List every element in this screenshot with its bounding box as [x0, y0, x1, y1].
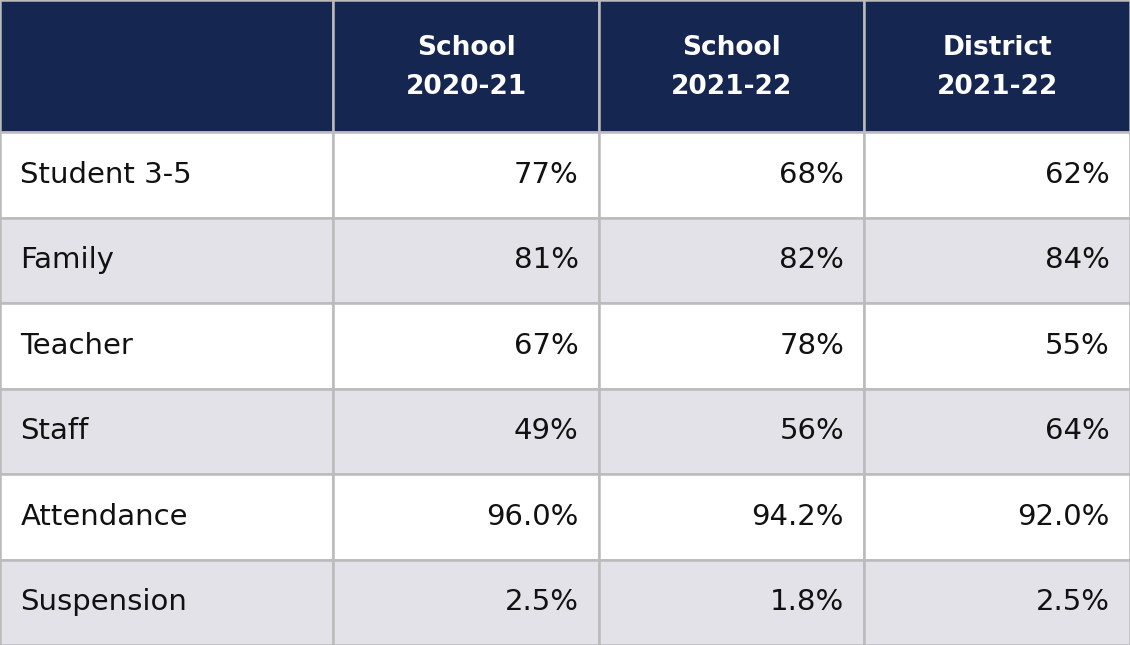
- Text: Suspension: Suspension: [20, 588, 188, 616]
- Bar: [599, 132, 864, 217]
- Bar: [333, 474, 599, 559]
- Text: 78%: 78%: [780, 332, 844, 360]
- Bar: [864, 132, 1130, 217]
- Text: School: School: [683, 35, 781, 61]
- Text: 64%: 64%: [1045, 417, 1110, 445]
- Text: Teacher: Teacher: [20, 332, 133, 360]
- Bar: [0, 388, 333, 474]
- Bar: [333, 388, 599, 474]
- Bar: [0, 132, 333, 217]
- Bar: [599, 388, 864, 474]
- Bar: [864, 303, 1130, 388]
- Bar: [333, 560, 599, 645]
- Text: 62%: 62%: [1045, 161, 1110, 189]
- Text: 2.5%: 2.5%: [1036, 588, 1110, 616]
- Bar: [0, 0, 333, 132]
- Text: 81%: 81%: [513, 246, 579, 274]
- Text: School: School: [417, 35, 515, 61]
- Text: 55%: 55%: [1045, 332, 1110, 360]
- Text: 49%: 49%: [514, 417, 579, 445]
- Bar: [0, 560, 333, 645]
- Bar: [599, 217, 864, 303]
- Text: Attendance: Attendance: [20, 503, 188, 531]
- Bar: [0, 474, 333, 559]
- Bar: [599, 0, 864, 132]
- Text: 2021-22: 2021-22: [937, 74, 1058, 101]
- Bar: [864, 474, 1130, 559]
- Text: Staff: Staff: [20, 417, 89, 445]
- Bar: [599, 474, 864, 559]
- Text: 2.5%: 2.5%: [505, 588, 579, 616]
- Text: 92.0%: 92.0%: [1017, 503, 1110, 531]
- Bar: [864, 0, 1130, 132]
- Bar: [333, 303, 599, 388]
- Text: Family: Family: [20, 246, 114, 274]
- Text: 77%: 77%: [514, 161, 579, 189]
- Text: 68%: 68%: [780, 161, 844, 189]
- Text: 96.0%: 96.0%: [486, 503, 579, 531]
- Bar: [333, 217, 599, 303]
- Text: District: District: [942, 35, 1052, 61]
- Text: 67%: 67%: [514, 332, 579, 360]
- Text: 1.8%: 1.8%: [770, 588, 844, 616]
- Bar: [0, 303, 333, 388]
- Text: 2020-21: 2020-21: [406, 74, 527, 101]
- Text: 2021-22: 2021-22: [671, 74, 792, 101]
- Bar: [0, 217, 333, 303]
- Bar: [599, 303, 864, 388]
- Text: Student 3-5: Student 3-5: [20, 161, 192, 189]
- Text: 94.2%: 94.2%: [751, 503, 844, 531]
- Bar: [864, 388, 1130, 474]
- Text: 82%: 82%: [780, 246, 844, 274]
- Bar: [333, 0, 599, 132]
- Bar: [864, 217, 1130, 303]
- Bar: [333, 132, 599, 217]
- Bar: [864, 560, 1130, 645]
- Text: 84%: 84%: [1045, 246, 1110, 274]
- Text: 56%: 56%: [780, 417, 844, 445]
- Bar: [599, 560, 864, 645]
